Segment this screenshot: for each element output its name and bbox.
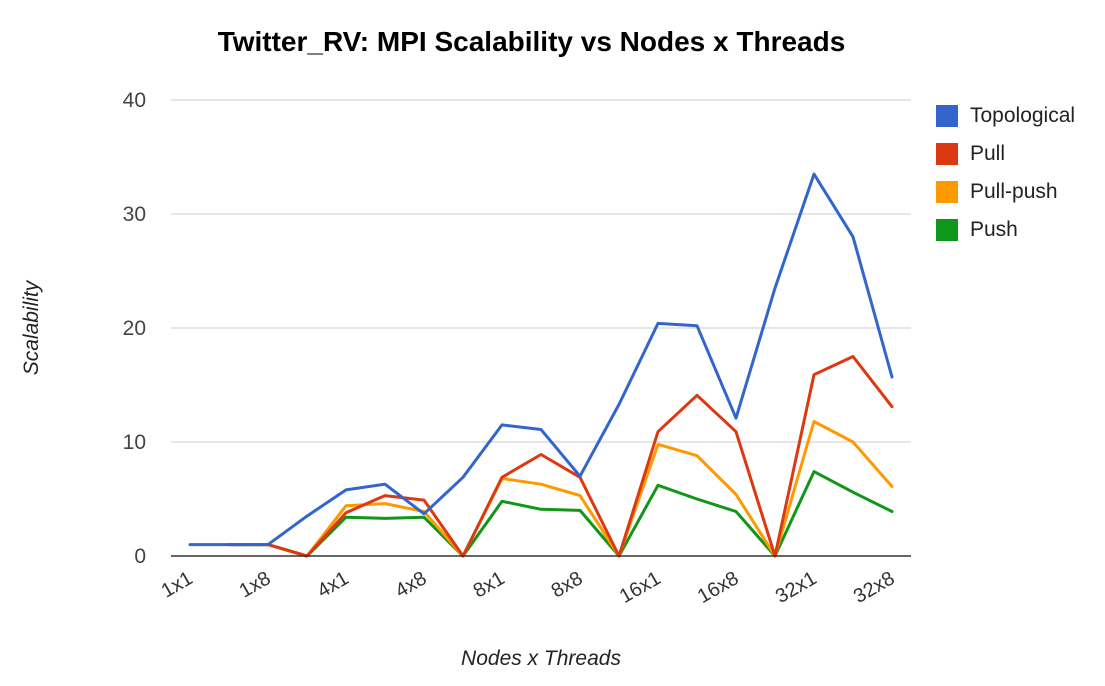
legend-swatch [936,105,958,127]
legend-label: Pull-push [970,180,1058,203]
x-tick-label: 4x8 [392,567,431,602]
y-axis-label: Scalability [20,280,43,376]
y-tick-label: 0 [134,545,146,568]
legend-label: Topological [970,104,1076,127]
y-tick-labels: 0 10 20 30 40 [123,89,146,568]
series-lines [188,172,894,558]
legend-label: Push [970,218,1018,241]
grid-lines [171,99,911,443]
series-line-push [227,470,894,558]
y-tick-label: 30 [123,203,146,226]
y-tick-label: 10 [123,431,146,454]
legend: Topological Pull Pull-push Push [936,97,1075,249]
x-tick-label: 8x8 [548,567,587,602]
legend-item-pull-push: Pull-push [936,173,1075,211]
legend-swatch [936,143,958,165]
y-tick-label: 40 [123,89,146,112]
y-tick-label: 20 [123,317,146,340]
x-tick-label: 1x8 [236,567,275,602]
x-tick-label: 16x8 [694,567,743,608]
series-line-pull-push [227,420,894,558]
x-tick-label: 4x1 [314,567,353,602]
legend-item-pull: Pull [936,135,1075,173]
legend-label: Pull [970,142,1006,165]
legend-item-topological: Topological [936,97,1075,135]
legend-swatch [936,219,958,241]
legend-item-push: Push [936,211,1075,249]
x-tick-label: 8x1 [470,567,509,602]
x-tick-label: 1x1 [158,567,197,602]
chart-title: Twitter_RV: MPI Scalability vs Nodes x T… [217,26,846,57]
x-tick-label: 32x8 [850,567,899,608]
legend-swatch [936,181,958,203]
x-axis-label: Nodes x Threads [461,647,621,670]
x-tick-label: 32x1 [772,567,821,608]
x-tick-labels: 1x1 1x8 4x1 4x8 8x1 8x8 16x1 16x8 32x1 32x8 [158,567,899,608]
series-line-pull [227,355,894,558]
series-line-topological [188,172,894,547]
x-tick-label: 16x1 [616,567,665,608]
